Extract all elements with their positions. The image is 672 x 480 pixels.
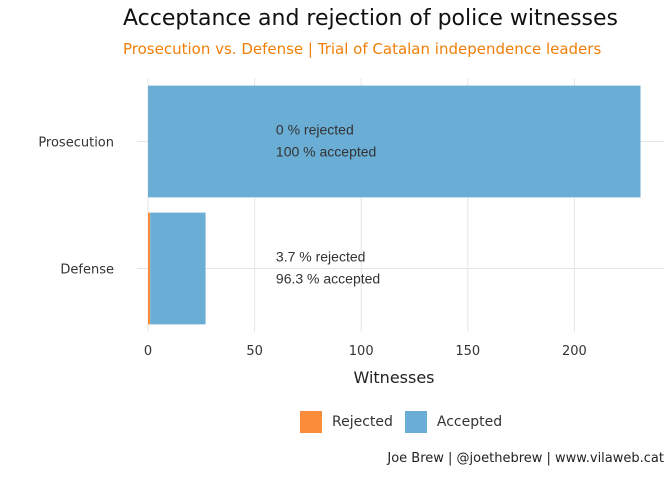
- bars: [148, 85, 641, 325]
- x-tick-label: 150: [455, 344, 480, 359]
- bar-accepted-defense: [150, 212, 206, 325]
- chart-title: Acceptance and rejection of police witne…: [123, 6, 618, 31]
- x-tick-label: 100: [349, 344, 374, 359]
- x-tick-label: 200: [562, 344, 587, 359]
- legend-label-rejected: Rejected: [332, 414, 393, 430]
- legend-item-accepted: Accepted: [404, 411, 503, 433]
- annotation-prosecution-line-1: 0 % rejected: [276, 122, 354, 138]
- x-axis-ticks: 0 50 100 150 200: [144, 344, 587, 359]
- legend: Rejected Accepted: [300, 411, 514, 433]
- y-tick-label-defense: Defense: [60, 263, 114, 278]
- annotation-defense-line-2: 96.3 % accepted: [276, 271, 380, 287]
- legend-label-accepted: Accepted: [436, 414, 503, 430]
- annotations: 0 % rejected 100 % accepted 3.7 % rejected…: [276, 122, 380, 287]
- bar-rejected-defense: [148, 212, 151, 325]
- legend-swatch-accepted: [404, 411, 427, 433]
- y-axis-labels: Prosecution Defense: [38, 136, 114, 278]
- chart-subtitle: Prosecution vs. Defense | Trial of Catal…: [123, 40, 602, 58]
- bar-accepted-prosecution: [148, 85, 641, 198]
- x-axis-title: Witnesses: [353, 368, 434, 387]
- annotation-prosecution-line-2: 100 % accepted: [276, 144, 376, 160]
- legend-swatch-rejected: [300, 411, 322, 433]
- x-tick-label: 0: [144, 344, 152, 359]
- bar-chart: 0 % rejected 100 % accepted 3.7 % rejected…: [38, 78, 664, 387]
- legend-item-rejected: Rejected: [300, 411, 393, 433]
- y-tick-label-prosecution: Prosecution: [38, 136, 114, 151]
- x-tick-label: 50: [246, 344, 263, 359]
- caption: Joe Brew | @joethebrew | www.vilaweb.cat: [387, 451, 664, 466]
- annotation-defense-line-1: 3.7 % rejected: [276, 249, 366, 265]
